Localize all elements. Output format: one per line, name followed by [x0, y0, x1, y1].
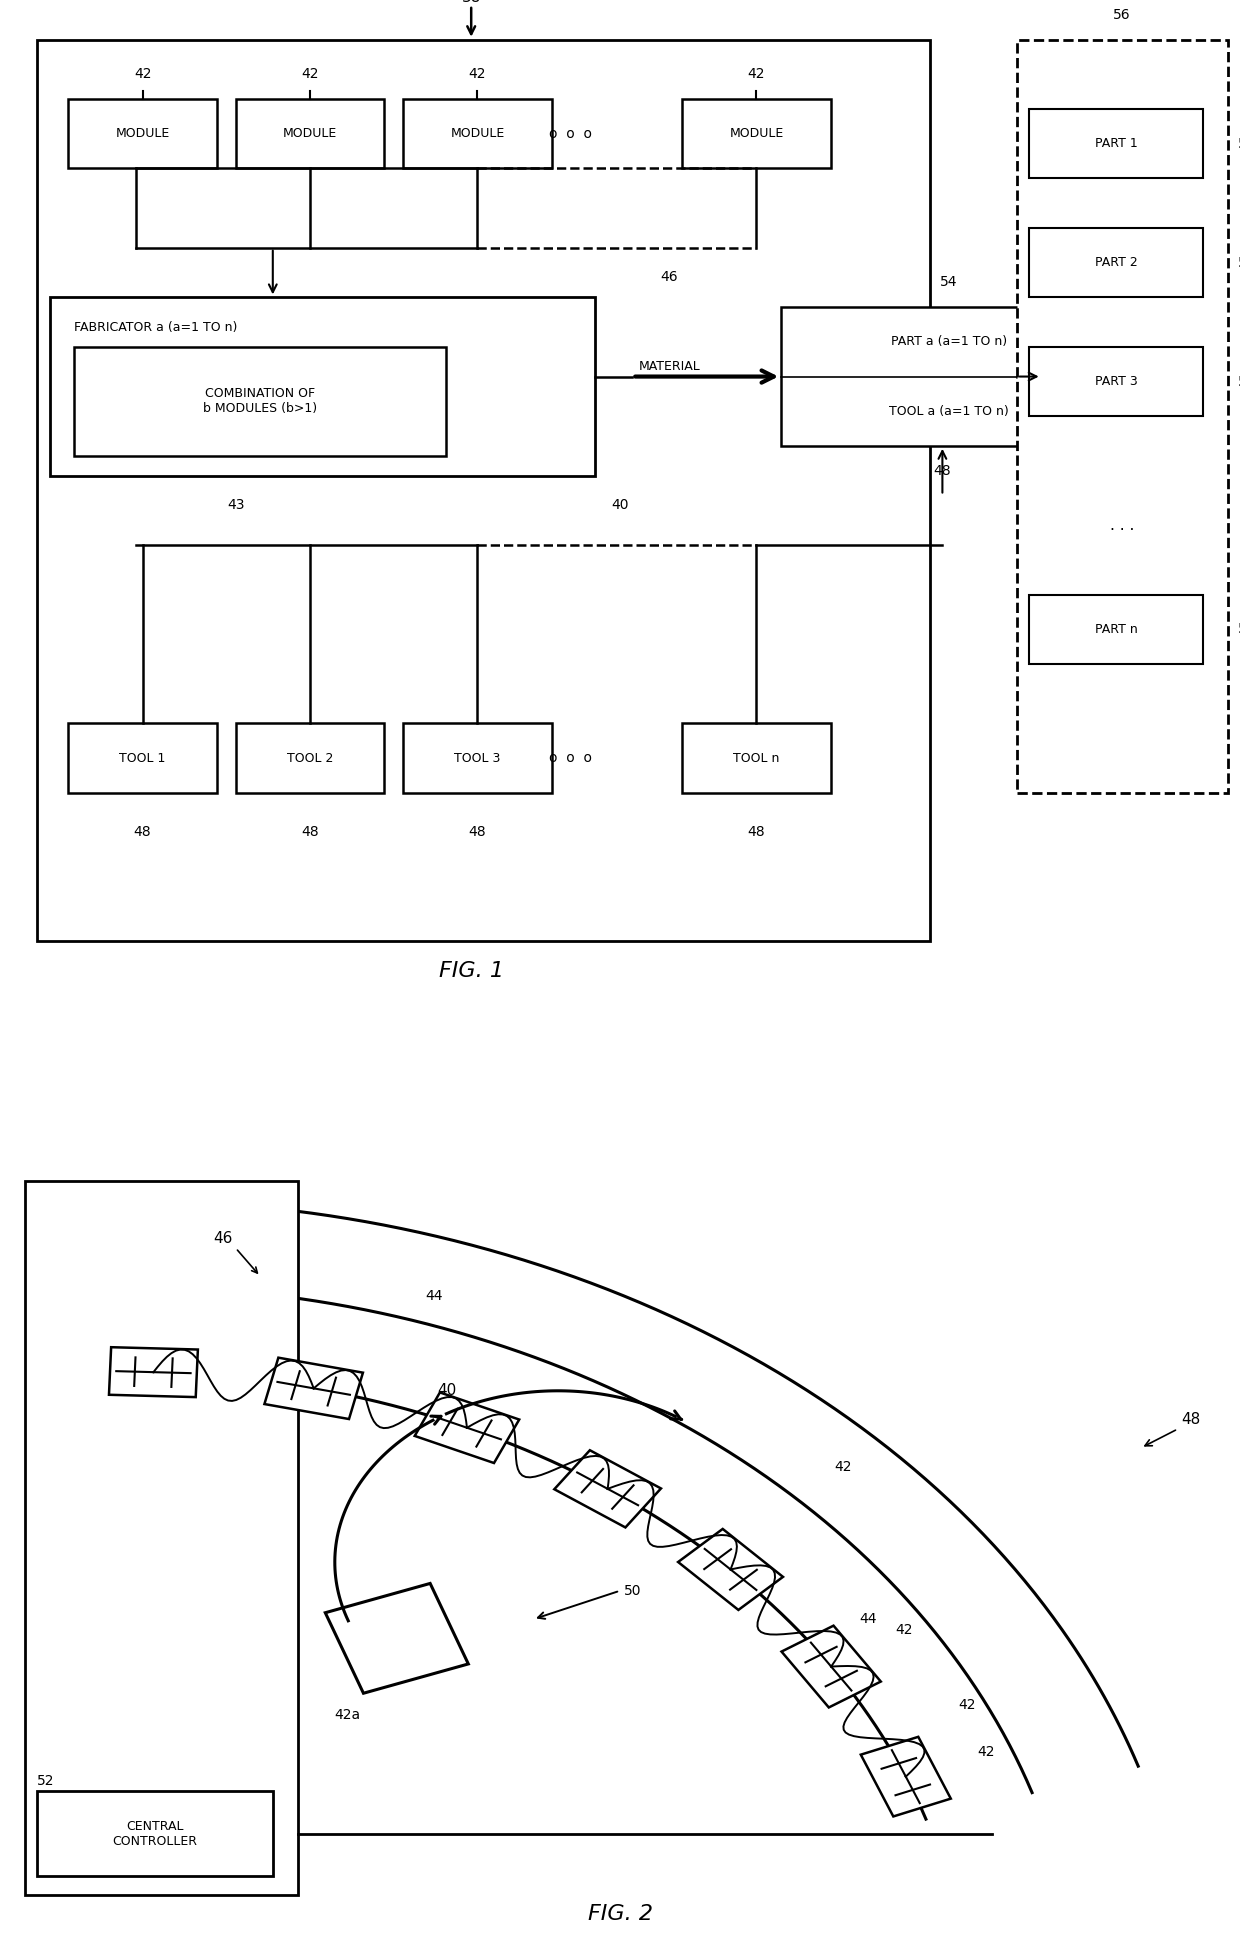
- Text: PART n: PART n: [1095, 624, 1137, 635]
- Polygon shape: [781, 1626, 880, 1708]
- FancyBboxPatch shape: [403, 99, 552, 169]
- Text: 44: 44: [425, 1288, 443, 1302]
- Polygon shape: [264, 1358, 363, 1418]
- Text: 54: 54: [1238, 136, 1240, 152]
- Text: TOOL 1: TOOL 1: [119, 752, 166, 764]
- Text: 44: 44: [859, 1613, 877, 1626]
- Text: . . .: . . .: [1110, 517, 1135, 532]
- Polygon shape: [414, 1393, 520, 1463]
- Polygon shape: [678, 1529, 782, 1611]
- Text: MODULE: MODULE: [450, 128, 505, 140]
- Text: 42: 42: [134, 68, 151, 82]
- Text: PART 1: PART 1: [1095, 138, 1137, 150]
- Text: MATERIAL: MATERIAL: [639, 359, 701, 373]
- FancyBboxPatch shape: [25, 1181, 298, 1896]
- Text: 48: 48: [1180, 1413, 1200, 1426]
- Text: 48: 48: [934, 464, 951, 478]
- Text: 42: 42: [748, 68, 765, 82]
- FancyBboxPatch shape: [1017, 39, 1228, 793]
- FancyBboxPatch shape: [1029, 109, 1203, 179]
- Text: TOOL a (a=1 TO n): TOOL a (a=1 TO n): [889, 404, 1008, 418]
- Text: 54: 54: [1238, 622, 1240, 635]
- Text: o  o  o: o o o: [549, 752, 591, 766]
- Text: 42: 42: [977, 1745, 994, 1758]
- FancyBboxPatch shape: [682, 99, 831, 169]
- Text: 48: 48: [748, 826, 765, 839]
- Text: 52: 52: [37, 1774, 55, 1788]
- Text: 48: 48: [301, 826, 319, 839]
- Text: 56: 56: [1114, 8, 1131, 21]
- Text: FABRICATOR a (a=1 TO n): FABRICATOR a (a=1 TO n): [74, 321, 238, 334]
- Text: 54: 54: [1238, 375, 1240, 389]
- Text: COMBINATION OF
b MODULES (b>1): COMBINATION OF b MODULES (b>1): [203, 387, 317, 416]
- Text: PART a (a=1 TO n): PART a (a=1 TO n): [890, 336, 1007, 348]
- Text: FIG. 1: FIG. 1: [439, 962, 503, 981]
- Polygon shape: [109, 1346, 198, 1397]
- Text: 54: 54: [1238, 256, 1240, 270]
- Text: 42: 42: [959, 1698, 976, 1712]
- Text: CENTRAL
CONTROLLER: CENTRAL CONTROLLER: [113, 1819, 197, 1848]
- FancyBboxPatch shape: [50, 297, 595, 476]
- Text: 38: 38: [461, 0, 481, 6]
- FancyBboxPatch shape: [403, 723, 552, 793]
- Text: FIG. 2: FIG. 2: [588, 1904, 652, 1924]
- Text: MODULE: MODULE: [115, 128, 170, 140]
- Polygon shape: [861, 1737, 951, 1817]
- Text: 46: 46: [213, 1232, 233, 1245]
- Text: PART 3: PART 3: [1095, 375, 1137, 389]
- FancyBboxPatch shape: [37, 39, 930, 940]
- FancyBboxPatch shape: [236, 723, 384, 793]
- FancyBboxPatch shape: [236, 99, 384, 169]
- Text: 50: 50: [624, 1584, 641, 1597]
- Text: 48: 48: [469, 826, 486, 839]
- Text: 42a: 42a: [334, 1708, 361, 1721]
- Polygon shape: [554, 1449, 661, 1527]
- FancyBboxPatch shape: [68, 99, 217, 169]
- FancyBboxPatch shape: [1029, 227, 1203, 297]
- FancyBboxPatch shape: [37, 1791, 273, 1877]
- Text: o  o  o: o o o: [549, 126, 591, 140]
- FancyBboxPatch shape: [781, 307, 1116, 447]
- Text: TOOL n: TOOL n: [733, 752, 780, 764]
- Text: 42: 42: [835, 1459, 852, 1475]
- Text: PART 2: PART 2: [1095, 256, 1137, 268]
- Text: TOOL 3: TOOL 3: [454, 752, 501, 764]
- FancyBboxPatch shape: [68, 723, 217, 793]
- Text: 42: 42: [301, 68, 319, 82]
- FancyBboxPatch shape: [682, 723, 831, 793]
- Text: 40: 40: [611, 497, 629, 513]
- Text: 54: 54: [940, 276, 957, 290]
- Text: 46: 46: [661, 270, 678, 284]
- Text: 42: 42: [469, 68, 486, 82]
- Text: 40: 40: [436, 1383, 456, 1399]
- Text: 48: 48: [134, 826, 151, 839]
- Polygon shape: [325, 1584, 469, 1692]
- Text: MODULE: MODULE: [729, 128, 784, 140]
- FancyBboxPatch shape: [74, 346, 446, 457]
- Text: 43: 43: [227, 497, 244, 513]
- FancyBboxPatch shape: [1029, 346, 1203, 416]
- Text: TOOL 2: TOOL 2: [286, 752, 334, 764]
- FancyBboxPatch shape: [1029, 595, 1203, 665]
- Text: 42: 42: [895, 1622, 913, 1638]
- Text: MODULE: MODULE: [283, 128, 337, 140]
